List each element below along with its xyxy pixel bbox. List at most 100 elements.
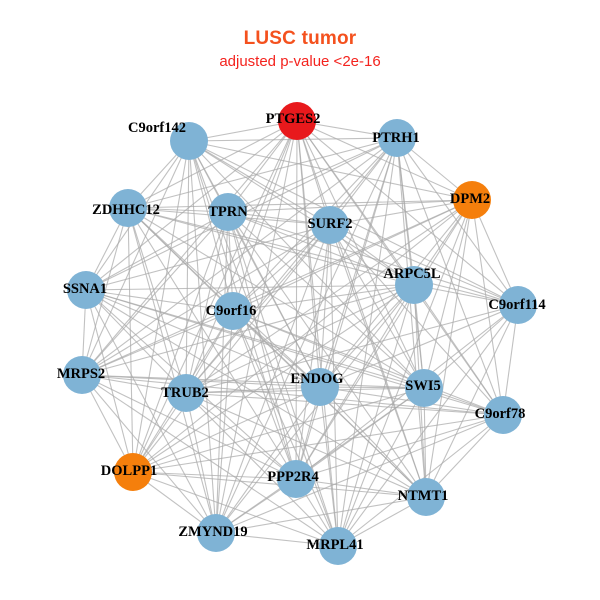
graph-node-label-ptrh1: PTRH1 [372,130,420,146]
graph-node-surf2[interactable] [311,206,349,244]
graph-edge [471,199,504,416]
graph-node-ppp2r4[interactable] [277,460,315,498]
graph-node-label-ppp2r4: PPP2R4 [267,469,319,485]
graph-node-mrpl41[interactable] [319,527,357,565]
graph-edge [232,310,321,388]
graph-node-label-zmynd19: ZMYND19 [178,524,248,540]
graph-edge [319,304,519,388]
graph-edge [337,284,415,547]
graph-node-zmynd19[interactable] [197,514,235,552]
graph-edge [295,478,427,498]
graph-edge [296,120,339,547]
graph-edge [295,137,398,480]
graph-edge [132,471,297,480]
graph-edge [185,120,298,394]
graph-edge [185,137,398,394]
graph-edge [425,304,519,498]
graph-edge [227,199,473,213]
graph-node-label-ssna1: SSNA1 [62,281,108,297]
graph-edge [127,137,398,209]
graph-edge [85,289,134,473]
graph-edge [296,120,473,201]
graph-edge [319,386,339,547]
graph-node-tprn[interactable] [209,193,247,231]
graph-edge [227,211,425,389]
graph-edge [215,387,425,534]
graph-edge [132,211,229,473]
graph-node-c9orf114[interactable] [499,286,537,324]
graph-edge [329,224,425,389]
graph-edge [81,140,190,376]
graph-node-c9orf142[interactable] [170,122,208,160]
graph-edge [132,414,504,473]
graph-edge [188,140,331,226]
graph-edge [185,304,519,394]
graph-edge [232,310,504,416]
graph-edge [296,120,519,306]
graph-node-ptges2[interactable] [278,102,316,140]
graph-edge [337,304,519,547]
graph-edge [185,211,229,394]
graph-edge [296,120,427,498]
graph-edge [295,284,415,480]
graph-node-swi5[interactable] [405,369,443,407]
graph-edge [471,199,519,306]
graph-edge [85,224,331,291]
graph-node-label-trub2: TRUB2 [161,385,209,401]
graph-node-zdhhc12[interactable] [109,189,147,227]
graph-node-label-ptges2: PTGES2 [265,111,321,127]
graph-edge [232,224,331,312]
graph-edge [215,310,234,534]
graph-edge [185,392,504,416]
graph-edge [81,374,297,480]
graph-node-arpc5l[interactable] [395,266,433,304]
graph-node-c9orf78[interactable] [484,396,522,434]
graph-edge [85,284,415,291]
graph-edge [127,207,134,473]
graph-edge [413,284,504,416]
graph-edge [227,137,398,213]
graph-edge [227,211,519,306]
graph-edge [227,120,298,213]
graph-node-endog[interactable] [301,368,339,406]
graph-node-trub2[interactable] [167,374,205,412]
graph-edge [185,284,415,394]
graph-edge [185,392,339,547]
graph-edge [215,496,427,534]
graph-node-label-mrps2: MRPS2 [56,366,106,382]
graph-node-dolpp1[interactable] [114,453,152,491]
graph-node-dpm2[interactable] [453,181,491,219]
graph-node-ptrh1[interactable] [378,119,416,157]
graph-node-c9orf16[interactable] [214,292,252,330]
graph-edge [127,207,297,480]
graph-edge [132,386,321,473]
graph-edge [81,374,504,416]
graph-edge [132,387,425,473]
graph-edge [85,211,229,291]
graph-edge [319,284,415,388]
graph-edge [132,140,190,473]
graph-edge [127,207,425,389]
graph-edge [185,392,297,480]
graph-node-ntmt1[interactable] [407,478,445,516]
graph-node-label-dpm2: DPM2 [449,191,491,207]
graph-edge [81,310,234,376]
graph-edge [81,211,229,376]
graph-edge [423,304,519,389]
graph-node-label-surf2: SURF2 [307,216,353,232]
graph-node-label-zdhhc12: ZDHHC12 [92,202,160,218]
graph-edge [188,140,519,306]
graph-edge [185,392,217,534]
graph-node-ssna1[interactable] [67,271,105,309]
graph-edge [232,310,427,498]
graph-node-label-arpc5l: ARPC5L [383,266,441,282]
graph-edge [215,120,298,534]
graph-edge [81,374,217,534]
graph-edge [215,284,415,534]
graph-node-mrps2[interactable] [63,356,101,394]
graph-edge [232,310,297,480]
graph-edge [81,224,331,376]
